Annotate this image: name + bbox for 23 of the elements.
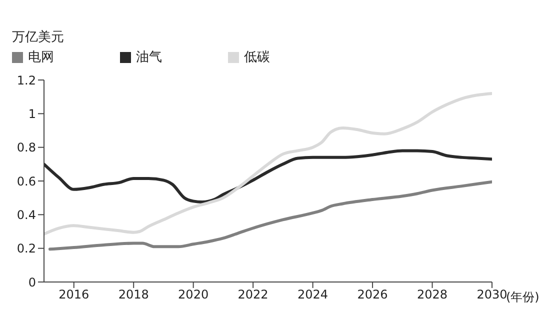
legend-label: 电网 [28,49,54,66]
x-tick-label: 2030 [476,288,508,302]
x-tick-label: 2024 [298,288,328,302]
y-tick-label: 0.6 [16,174,36,188]
x-tick-label: 2028 [416,288,448,302]
legend-label: 油气 [136,49,162,66]
y-tick-label: 0.8 [16,140,36,155]
y-axis-title: 万亿美元 [12,29,65,46]
y-tick-label: 1 [28,106,36,121]
x-tick-label: 2026 [357,288,388,302]
y-tick-label: 0.4 [16,208,36,222]
legend-label: 低碳 [244,49,270,66]
x-axis-title: (年份) [506,290,540,304]
line-series [48,180,492,251]
x-tick-label: 2020 [178,288,209,302]
y-tick-label: 0.2 [16,242,36,256]
y-tick-label: 1.2 [16,73,36,88]
x-tick-label: 2022 [238,288,268,302]
x-tick-label: 2016 [58,288,90,302]
y-tick-label: 0 [28,275,36,290]
line-series [44,149,492,204]
x-tick-label: 2018 [118,288,149,302]
line-series [44,92,492,236]
